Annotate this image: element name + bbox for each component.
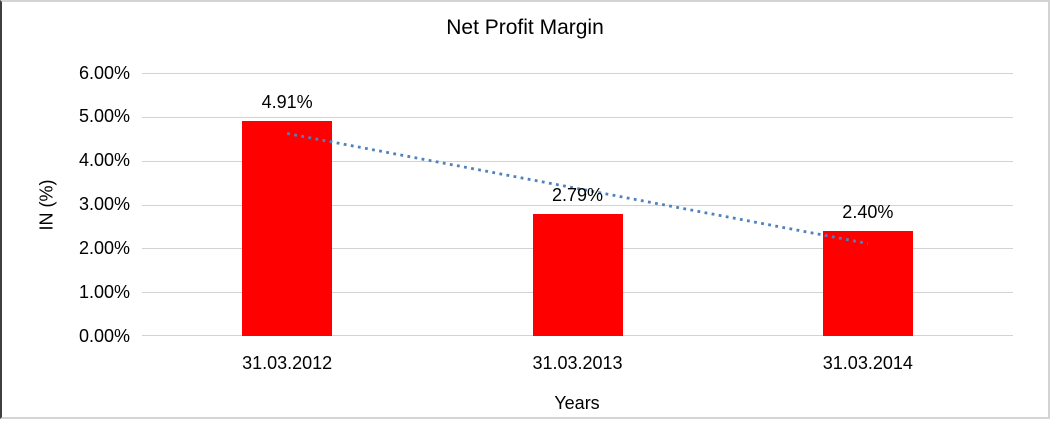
bar-series-point (822, 230, 913, 336)
gridline (142, 161, 1013, 162)
data-label: 2.79% (551, 184, 604, 205)
x-axis-title: Years (554, 393, 600, 413)
y-axis-tick-label: 3.00% (78, 194, 130, 214)
y-axis-tick-label: 1.00% (78, 281, 130, 302)
chart-title: Net Profit Margin (446, 16, 604, 39)
x-axis-tick-label: 31.03.2014 (822, 353, 913, 373)
bar-series-point (532, 213, 623, 336)
gridline (142, 117, 1013, 118)
gridline (142, 73, 1013, 74)
x-axis-tick-label: 31.03.2012 (242, 353, 333, 373)
y-axis-tick-label: 2.00% (78, 237, 130, 258)
plot-area: 4.91% 2.79% 2.40% (142, 73, 1013, 336)
trendline-segment (286, 132, 869, 245)
y-axis-tick-label: 5.00% (78, 106, 130, 127)
x-axis-tick-label: 31.03.2013 (532, 353, 623, 373)
y-axis-tick-label: 6.00% (78, 62, 130, 83)
y-axis-tick-label: 4.00% (78, 150, 130, 171)
gridline (142, 205, 1013, 206)
trendline (286, 132, 869, 245)
data-label: 4.91% (261, 91, 313, 112)
bar-series-point (242, 120, 333, 336)
y-axis-tick-label: 0.00% (78, 325, 130, 346)
data-label: 2.40% (842, 201, 894, 222)
